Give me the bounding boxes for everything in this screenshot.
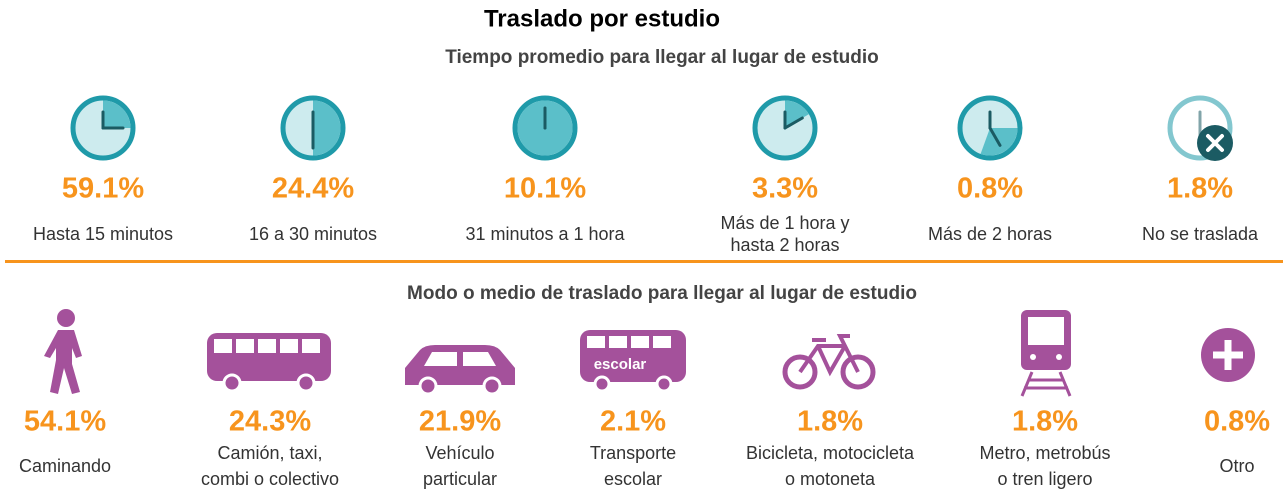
item-label: Hasta 15 minutos <box>33 224 173 244</box>
metro-rails <box>1020 371 1072 397</box>
clock-icon <box>752 95 818 161</box>
item-label: Vehículo <box>425 443 494 463</box>
car-window <box>463 352 496 366</box>
page-title: Traslado por estudio <box>484 5 720 32</box>
car-wheel <box>418 376 438 396</box>
item-label: Transporte <box>590 443 676 463</box>
clock-icon <box>70 95 136 161</box>
item-label: Otro <box>1219 456 1254 476</box>
bus-wheel <box>296 373 316 393</box>
section-title: Tiempo promedio para llegar al lugar de … <box>445 47 879 68</box>
percentage: 0.8% <box>957 173 1023 205</box>
bike-wheel <box>782 354 818 390</box>
percentage: 1.8% <box>797 406 863 438</box>
cancel-x <box>1206 134 1224 152</box>
percentage: 0.8% <box>1204 406 1270 438</box>
item-label: Caminando <box>19 456 111 476</box>
item-label: combi o colectivo <box>201 469 339 489</box>
percentage: 21.9% <box>419 406 501 438</box>
metro-light <box>1030 354 1036 360</box>
school-bus-wheel <box>655 375 673 393</box>
clock-wedge <box>785 100 809 128</box>
school-bus-window <box>653 336 671 348</box>
bike-wheel <box>840 354 876 390</box>
school-bus-wheel <box>593 375 611 393</box>
item-label: Metro, metrobús <box>979 443 1110 463</box>
percentage: 1.8% <box>1012 406 1078 438</box>
bus-window <box>214 339 232 353</box>
plus-sign <box>1213 340 1243 370</box>
item-label: particular <box>423 469 497 489</box>
clock-wedge <box>103 100 131 128</box>
metro-light <box>1056 354 1062 360</box>
item-label: o motoneta <box>785 469 876 489</box>
percentage: 54.1% <box>24 406 106 438</box>
school-bus-text: escolar <box>594 356 647 373</box>
clock-icon <box>512 95 578 161</box>
percentage: 24.4% <box>272 173 354 205</box>
item-label: escolar <box>604 469 662 489</box>
walker-body <box>44 330 82 394</box>
walker-head <box>57 309 75 327</box>
clock-icon <box>957 95 1023 161</box>
percentage: 2.1% <box>600 406 666 438</box>
clock-wedge <box>313 100 341 156</box>
percentage: 3.3% <box>752 173 818 205</box>
item-label: Más de 2 horas <box>928 224 1052 244</box>
item-label: Bicicleta, motocicleta <box>746 443 915 463</box>
car-wheel <box>482 376 502 396</box>
bus-window <box>280 339 298 353</box>
clock-icon <box>280 95 346 161</box>
bus-wheel <box>222 373 242 393</box>
bus-window <box>236 339 254 353</box>
school-bus-window <box>609 336 627 348</box>
percentage: 1.8% <box>1167 173 1233 205</box>
item-label: Más de 1 hora y <box>720 213 849 233</box>
car-body <box>405 345 515 385</box>
bus-window <box>302 339 320 353</box>
car-window <box>424 352 457 366</box>
item-label: o tren ligero <box>997 469 1092 489</box>
percentage: 24.3% <box>229 406 311 438</box>
item-label: hasta 2 horas <box>730 235 839 255</box>
item-label: Camión, taxi, <box>217 443 322 463</box>
item-label: 31 minutos a 1 hora <box>465 224 625 244</box>
bike-frame <box>798 334 860 377</box>
percentage: 59.1% <box>62 173 144 205</box>
section-title: Modo o medio de traslado para llegar al … <box>407 283 917 304</box>
school-bus-window <box>587 336 605 348</box>
divider <box>5 260 1283 263</box>
bus-window <box>258 339 276 353</box>
item-label: No se traslada <box>1142 224 1259 244</box>
clock-hand <box>783 116 804 130</box>
item-label: 16 a 30 minutos <box>249 224 377 244</box>
metro-window <box>1028 317 1064 345</box>
school-bus-window <box>631 336 649 348</box>
clock-hand <box>988 126 1002 147</box>
percentage: 10.1% <box>504 173 586 205</box>
